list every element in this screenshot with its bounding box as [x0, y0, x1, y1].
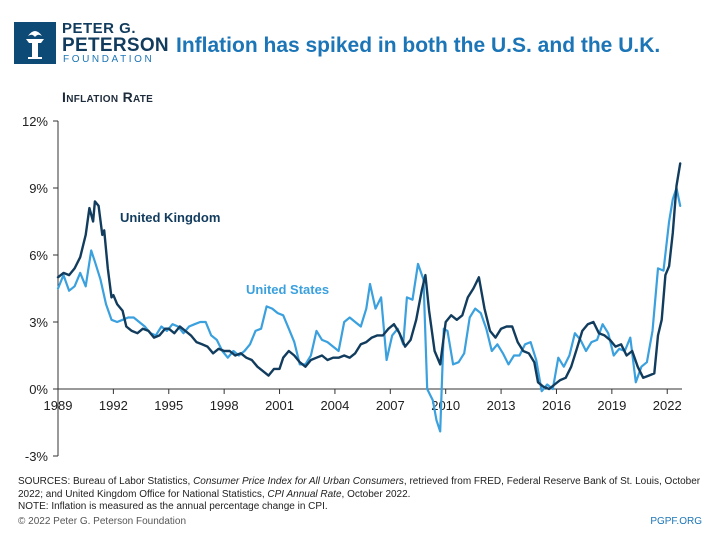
- y-tick-label: 12%: [22, 114, 48, 129]
- torch-icon: [14, 22, 56, 64]
- x-tick-label: 2016: [542, 398, 571, 413]
- logo-line-2: PETERSON: [62, 35, 169, 56]
- uk-series-line: [56, 162, 682, 391]
- logo-line-3: FOUNDATION: [63, 54, 155, 65]
- y-tick-label: -3%: [25, 449, 49, 464]
- y-tick-label: 6%: [29, 248, 48, 263]
- logo-line-1: PETER G.: [62, 20, 137, 37]
- chart-series: [56, 162, 682, 433]
- chart-title: Inflation has spiked in both the U.S. an…: [176, 34, 661, 57]
- x-tick-label: 1998: [210, 398, 239, 413]
- foundation-logo[interactable]: PETER G. PETERSON FOUNDATION: [14, 20, 169, 66]
- copyright: © 2022 Peter G. Peterson Foundation: [18, 516, 187, 527]
- x-tick-label: 2004: [320, 398, 349, 413]
- y-tick-label: 3%: [29, 315, 48, 330]
- x-tick-label: 2007: [376, 398, 405, 413]
- x-tick-label: 1995: [154, 398, 183, 413]
- note-text: NOTE: Inflation is measured as the annua…: [18, 501, 328, 512]
- x-tick-label: 2010: [431, 398, 460, 413]
- us-series-line: [56, 186, 682, 433]
- chart-series-labels: United Kingdom United States: [120, 210, 329, 297]
- chart-axes: -3% 0% 3% 6% 9% 12% 1989 1992 1995 1998 2001 2004 20…: [22, 114, 682, 464]
- y-axis-title: Inflation Rate: [62, 89, 154, 105]
- uk-series-label: United Kingdom: [120, 210, 220, 225]
- x-tick-label: 1992: [99, 398, 128, 413]
- x-tick-label: 2001: [265, 398, 294, 413]
- site-link[interactable]: PGPF.ORG: [650, 516, 702, 527]
- y-tick-label: 0%: [29, 382, 48, 397]
- x-tick-label: 2013: [487, 398, 516, 413]
- us-series-label: United States: [246, 282, 329, 297]
- x-tick-label: 1989: [44, 398, 73, 413]
- x-tick-label: 2019: [597, 398, 626, 413]
- sources-note: SOURCES: Bureau of Labor Statistics, Con…: [18, 476, 708, 514]
- sources-text: SOURCES: Bureau of Labor Statistics, Con…: [18, 476, 701, 500]
- y-tick-label: 9%: [29, 181, 48, 196]
- x-tick-label: 2022: [653, 398, 682, 413]
